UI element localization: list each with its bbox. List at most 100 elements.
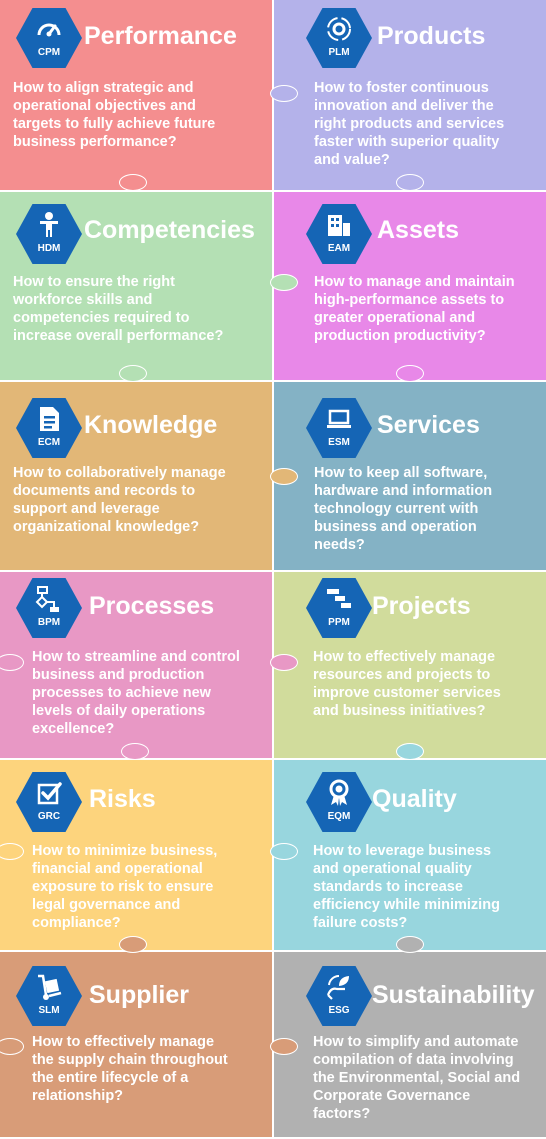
description-line: How to streamline and control	[32, 649, 240, 665]
competencies-badge: HDM	[16, 204, 82, 264]
processes-badge: BPM	[16, 578, 82, 638]
puzzle-connector	[119, 936, 147, 953]
services-description: How to keep all software, hardware and in…	[314, 464, 492, 554]
description-line: improve customer services	[313, 685, 501, 701]
risks-code: GRC	[37, 811, 61, 822]
description-line: right products and services	[314, 116, 505, 132]
checkbox-icon	[37, 782, 62, 805]
description-line: failure costs?	[313, 915, 408, 931]
description-line: compliance?	[32, 915, 121, 931]
performance-title: Performance	[84, 22, 237, 50]
quality-code: EQM	[327, 811, 351, 822]
description-line: How to foster continuous	[314, 80, 489, 96]
competencies-description: How to ensure the right workforce skills …	[13, 273, 223, 345]
projects-title: Projects	[372, 592, 471, 620]
risks-badge: GRC	[16, 772, 82, 832]
description-line: How to simplify and automate	[313, 1034, 519, 1050]
flowchart-icon	[35, 586, 59, 612]
performance-description: How to align strategic and operational ob…	[13, 79, 215, 151]
description-line: needs?	[314, 537, 365, 553]
performance-badge: CPM	[16, 8, 82, 68]
description-line: targets to fully achieve future	[13, 116, 216, 132]
puzzle-connector	[119, 174, 147, 191]
performance-code: CPM	[37, 47, 61, 58]
services-code: ESM	[328, 437, 350, 448]
puzzle-connector	[0, 1038, 24, 1055]
description-line: How to keep all software,	[314, 465, 488, 481]
description-line: standards to increase	[313, 879, 463, 895]
description-line: processes to achieve new	[32, 685, 211, 701]
puzzle-connector	[121, 743, 149, 760]
gear-cycle-icon	[327, 17, 351, 41]
supplier-code: SLM	[38, 1005, 60, 1016]
supplier-title: Supplier	[89, 981, 190, 1009]
description-line: How to align strategic and	[13, 80, 194, 96]
description-line: and operational quality	[313, 861, 472, 877]
puzzle-connector	[270, 85, 298, 102]
description-line: the Environmental, Social and	[313, 1070, 521, 1086]
document-icon	[40, 407, 59, 431]
description-line: technology current with	[314, 501, 479, 517]
knowledge-badge: ECM	[16, 398, 82, 458]
supplier-description: How to effectively manage the supply chai…	[32, 1033, 228, 1105]
assets-description: How to manage and maintain high-performan…	[314, 273, 515, 345]
puzzle-connector	[270, 843, 298, 860]
description-line: faster with superior quality	[314, 134, 500, 150]
gantt-icon	[327, 589, 351, 608]
puzzle-connector	[396, 936, 424, 953]
description-line: business performance?	[13, 134, 177, 150]
competencies-code: HDM	[37, 243, 61, 254]
puzzle-connector	[270, 468, 298, 485]
quality-title: Quality	[372, 785, 457, 813]
knowledge-title: Knowledge	[84, 411, 218, 439]
description-line: resources and projects to	[313, 667, 491, 683]
description-line: How to effectively manage	[313, 649, 496, 665]
puzzle-connector	[0, 654, 24, 671]
processes-description: How to streamline and control business an…	[32, 648, 240, 738]
sustainability-badge: ESG	[306, 966, 372, 1026]
description-line: operational objectives and	[13, 98, 196, 114]
sustainability-title: Sustainability	[372, 981, 535, 1009]
risks-title: Risks	[89, 785, 156, 813]
puzzle-connector	[0, 843, 24, 860]
description-line: factors?	[313, 1106, 371, 1122]
speedometer-icon	[37, 23, 61, 37]
description-line: compilation of data involving	[313, 1052, 514, 1068]
description-line: levels of daily operations	[32, 703, 206, 719]
puzzle-connector	[396, 174, 424, 191]
leaf-hands-icon	[326, 974, 349, 1000]
description-line: the entire lifecycle of a	[32, 1070, 189, 1086]
puzzle-connector	[270, 274, 298, 291]
sustainability-code: ESG	[328, 1005, 350, 1016]
description-line: greater operational and	[314, 310, 476, 326]
person-icon	[40, 212, 58, 237]
building-icon	[328, 215, 350, 236]
processes-title: Processes	[89, 592, 215, 620]
puzzle-connector	[270, 1038, 298, 1055]
risks-description: How to minimize business, financial and o…	[32, 842, 217, 932]
knowledge-code: ECM	[37, 437, 61, 448]
description-line: support and leverage	[13, 501, 160, 517]
description-line: organizational knowledge?	[13, 519, 200, 535]
quality-description: How to leverage business and operational …	[313, 842, 500, 932]
projects-code: PPM	[328, 617, 350, 628]
products-title: Products	[377, 22, 486, 50]
puzzle-connector	[396, 365, 424, 382]
description-line: legal governance and	[32, 897, 181, 913]
description-line: exposure to risk to ensure	[32, 879, 214, 895]
award-ribbon-icon	[329, 779, 349, 806]
description-line: and value?	[314, 152, 390, 168]
description-line: relationship?	[32, 1088, 124, 1104]
description-line: business and production	[32, 667, 205, 683]
description-line: hardware and information	[314, 483, 493, 499]
sustainability-description: How to simplify and automate compilation …	[313, 1033, 520, 1123]
description-line: How to minimize business,	[32, 843, 218, 859]
puzzle-connector	[396, 743, 424, 760]
assets-badge: EAM	[306, 204, 372, 264]
description-line: and business initiatives?	[313, 703, 486, 719]
laptop-icon	[327, 409, 351, 428]
description-line: documents and records to	[13, 483, 196, 499]
projects-description: How to effectively manage resources and p…	[313, 648, 501, 720]
supplier-badge: SLM	[16, 966, 82, 1026]
services-title: Services	[377, 411, 480, 439]
